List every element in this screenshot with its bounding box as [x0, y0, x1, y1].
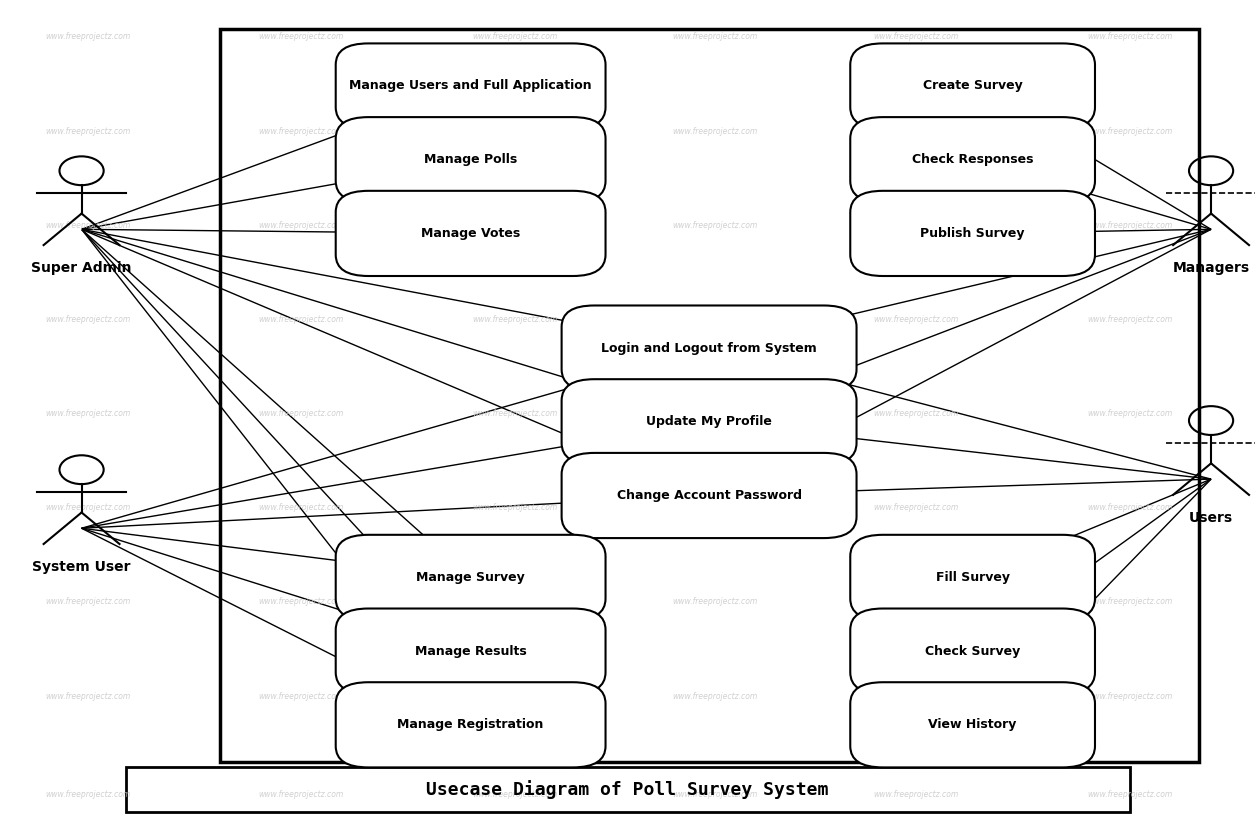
Text: www.freeprojectz.com: www.freeprojectz.com [472, 410, 557, 418]
Text: www.freeprojectz.com: www.freeprojectz.com [1087, 504, 1172, 512]
FancyBboxPatch shape [851, 535, 1094, 620]
Text: Manage Survey: Manage Survey [417, 571, 525, 584]
Bar [220, 29, 1199, 762]
Text: www.freeprojectz.com: www.freeprojectz.com [472, 33, 557, 41]
Text: www.freeprojectz.com: www.freeprojectz.com [259, 127, 344, 135]
Text: www.freeprojectz.com: www.freeprojectz.com [259, 33, 344, 41]
Text: www.freeprojectz.com: www.freeprojectz.com [673, 790, 758, 799]
Text: www.freeprojectz.com: www.freeprojectz.com [259, 598, 344, 606]
Text: www.freeprojectz.com: www.freeprojectz.com [472, 692, 557, 700]
Text: Fill Survey: Fill Survey [936, 571, 1009, 584]
FancyBboxPatch shape [851, 117, 1094, 202]
Text: www.freeprojectz.com: www.freeprojectz.com [259, 315, 344, 324]
Text: www.freeprojectz.com: www.freeprojectz.com [1087, 790, 1172, 799]
Text: www.freeprojectz.com: www.freeprojectz.com [873, 504, 959, 512]
Text: www.freeprojectz.com: www.freeprojectz.com [873, 315, 959, 324]
Text: www.freeprojectz.com: www.freeprojectz.com [259, 504, 344, 512]
Text: www.freeprojectz.com: www.freeprojectz.com [472, 221, 557, 229]
Text: Update My Profile: Update My Profile [646, 415, 772, 428]
FancyBboxPatch shape [851, 191, 1094, 276]
FancyBboxPatch shape [561, 453, 856, 538]
Text: www.freeprojectz.com: www.freeprojectz.com [873, 33, 959, 41]
Text: Manage Polls: Manage Polls [424, 153, 517, 166]
Text: www.freeprojectz.com: www.freeprojectz.com [45, 790, 131, 799]
Text: www.freeprojectz.com: www.freeprojectz.com [259, 692, 344, 700]
Text: www.freeprojectz.com: www.freeprojectz.com [673, 410, 758, 418]
Text: www.freeprojectz.com: www.freeprojectz.com [45, 504, 131, 512]
FancyBboxPatch shape [561, 305, 856, 391]
Text: Manage Votes: Manage Votes [420, 227, 521, 240]
Text: www.freeprojectz.com: www.freeprojectz.com [673, 127, 758, 135]
FancyBboxPatch shape [851, 682, 1094, 767]
Text: Managers: Managers [1172, 261, 1250, 275]
Text: Login and Logout from System: Login and Logout from System [601, 342, 817, 355]
Text: www.freeprojectz.com: www.freeprojectz.com [45, 33, 131, 41]
Text: www.freeprojectz.com: www.freeprojectz.com [873, 692, 959, 700]
Text: Create Survey: Create Survey [922, 79, 1023, 93]
FancyBboxPatch shape [336, 682, 606, 767]
Text: www.freeprojectz.com: www.freeprojectz.com [673, 598, 758, 606]
Bar [126, 767, 1130, 812]
FancyBboxPatch shape [851, 609, 1094, 694]
Text: Manage Results: Manage Results [414, 645, 527, 658]
Text: Usecase Diagram of Poll Survey System: Usecase Diagram of Poll Survey System [427, 781, 828, 799]
Text: www.freeprojectz.com: www.freeprojectz.com [472, 790, 557, 799]
Text: www.freeprojectz.com: www.freeprojectz.com [1087, 33, 1172, 41]
Text: www.freeprojectz.com: www.freeprojectz.com [1087, 127, 1172, 135]
Text: www.freeprojectz.com: www.freeprojectz.com [472, 504, 557, 512]
Text: www.freeprojectz.com: www.freeprojectz.com [259, 221, 344, 229]
FancyBboxPatch shape [851, 43, 1094, 129]
Text: www.freeprojectz.com: www.freeprojectz.com [1087, 410, 1172, 418]
Text: View History: View History [929, 718, 1017, 731]
Text: www.freeprojectz.com: www.freeprojectz.com [45, 598, 131, 606]
Text: www.freeprojectz.com: www.freeprojectz.com [472, 598, 557, 606]
Text: Manage Users and Full Application: Manage Users and Full Application [349, 79, 592, 93]
Text: Check Survey: Check Survey [925, 645, 1020, 658]
Text: www.freeprojectz.com: www.freeprojectz.com [673, 33, 758, 41]
Text: www.freeprojectz.com: www.freeprojectz.com [873, 790, 959, 799]
Text: www.freeprojectz.com: www.freeprojectz.com [45, 315, 131, 324]
FancyBboxPatch shape [336, 535, 606, 620]
Text: www.freeprojectz.com: www.freeprojectz.com [1087, 221, 1172, 229]
Text: Check Responses: Check Responses [912, 153, 1033, 166]
Text: Users: Users [1188, 511, 1234, 525]
FancyBboxPatch shape [336, 43, 606, 129]
Text: www.freeprojectz.com: www.freeprojectz.com [673, 221, 758, 229]
Text: System User: System User [33, 560, 131, 574]
Text: Publish Survey: Publish Survey [920, 227, 1025, 240]
Text: www.freeprojectz.com: www.freeprojectz.com [1087, 315, 1172, 324]
Text: www.freeprojectz.com: www.freeprojectz.com [873, 127, 959, 135]
Text: www.freeprojectz.com: www.freeprojectz.com [873, 221, 959, 229]
Text: www.freeprojectz.com: www.freeprojectz.com [45, 127, 131, 135]
Text: Super Admin: Super Admin [31, 261, 132, 275]
FancyBboxPatch shape [336, 609, 606, 694]
Text: www.freeprojectz.com: www.freeprojectz.com [873, 598, 959, 606]
FancyBboxPatch shape [336, 191, 606, 276]
Text: Change Account Password: Change Account Password [616, 489, 802, 502]
Text: www.freeprojectz.com: www.freeprojectz.com [673, 692, 758, 700]
Text: www.freeprojectz.com: www.freeprojectz.com [673, 504, 758, 512]
Text: www.freeprojectz.com: www.freeprojectz.com [1087, 598, 1172, 606]
Text: www.freeprojectz.com: www.freeprojectz.com [259, 410, 344, 418]
Text: www.freeprojectz.com: www.freeprojectz.com [472, 127, 557, 135]
Text: www.freeprojectz.com: www.freeprojectz.com [45, 221, 131, 229]
Text: www.freeprojectz.com: www.freeprojectz.com [259, 790, 344, 799]
Text: www.freeprojectz.com: www.freeprojectz.com [673, 315, 758, 324]
FancyBboxPatch shape [336, 117, 606, 202]
Text: www.freeprojectz.com: www.freeprojectz.com [472, 315, 557, 324]
Text: www.freeprojectz.com: www.freeprojectz.com [873, 410, 959, 418]
Text: www.freeprojectz.com: www.freeprojectz.com [45, 410, 131, 418]
Text: www.freeprojectz.com: www.freeprojectz.com [1087, 692, 1172, 700]
Text: www.freeprojectz.com: www.freeprojectz.com [45, 692, 131, 700]
Text: Manage Registration: Manage Registration [398, 718, 543, 731]
FancyBboxPatch shape [561, 379, 856, 464]
